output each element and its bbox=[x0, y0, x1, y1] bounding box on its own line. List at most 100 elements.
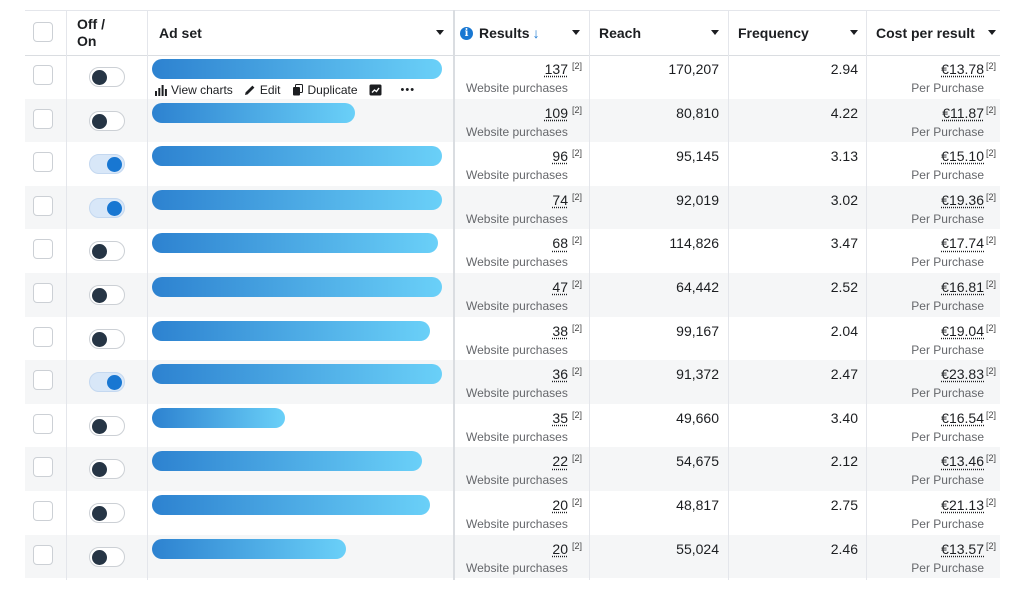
results-value[interactable]: 20 bbox=[552, 497, 568, 513]
cost-per-result-value[interactable]: €17.74 bbox=[941, 235, 984, 252]
results-value[interactable]: 47 bbox=[552, 279, 568, 295]
edit-link[interactable]: Edit bbox=[244, 83, 281, 97]
cost-footnote: [2] bbox=[986, 540, 997, 551]
row-checkbox[interactable] bbox=[33, 195, 53, 216]
results-value[interactable]: 137 bbox=[544, 61, 568, 77]
ad-set-name-redacted[interactable] bbox=[152, 320, 430, 341]
insights-button[interactable] bbox=[369, 84, 386, 96]
reach-chevron-down-icon[interactable] bbox=[711, 30, 719, 35]
info-icon[interactable]: i bbox=[460, 26, 473, 40]
cost-chevron-down-icon[interactable] bbox=[988, 30, 996, 35]
table-row[interactable]: 36 [2] Website purchases 91,372 2.47 €23.83 [2… bbox=[25, 360, 1000, 404]
ad-set-name-redacted[interactable] bbox=[152, 495, 430, 515]
cost-per-result-value[interactable]: €16.81 bbox=[941, 279, 984, 295]
row-checkbox[interactable] bbox=[33, 544, 53, 565]
ad-set-name-redacted[interactable] bbox=[152, 364, 442, 385]
table-row[interactable]: 96 [2] Website purchases 95,145 3.13 €15.10 [2… bbox=[25, 142, 1000, 186]
table-row[interactable]: 38 [2] Website purchases 99,167 2.04 €19.04 [2… bbox=[25, 317, 1000, 361]
ad-set-name-redacted[interactable] bbox=[152, 189, 442, 210]
ad-set-name-redacted[interactable] bbox=[152, 233, 438, 254]
table-row[interactable]: 109 [2] Website purchases 80,810 4.22 €11.87[… bbox=[25, 98, 1000, 143]
ad-set-name-redacted[interactable] bbox=[152, 59, 442, 79]
more-options-icon[interactable]: ••• bbox=[400, 84, 416, 96]
row-checkbox[interactable] bbox=[33, 152, 53, 173]
ad-set-toggle[interactable] bbox=[89, 285, 125, 305]
ad-set-toggle[interactable] bbox=[89, 241, 125, 262]
column-divider[interactable] bbox=[453, 10, 455, 580]
results-value[interactable]: 68 bbox=[552, 235, 568, 252]
cost-per-result-value[interactable]: €13.46 bbox=[941, 453, 984, 470]
sort-descending-icon[interactable]: ↓ bbox=[532, 25, 540, 41]
row-checkbox[interactable] bbox=[33, 370, 53, 391]
cost-per-result-value[interactable]: €15.10 bbox=[941, 148, 984, 165]
results-value[interactable]: 22 bbox=[552, 453, 568, 470]
cost-per-result-value[interactable]: €19.36 bbox=[941, 191, 984, 208]
ad-set-toggle[interactable] bbox=[89, 328, 125, 349]
frequency-value: 2.47 bbox=[830, 366, 858, 383]
column-header-reach[interactable]: Reach bbox=[599, 11, 719, 55]
ad-set-name-redacted[interactable] bbox=[152, 451, 422, 472]
results-value[interactable]: 35 bbox=[552, 409, 568, 426]
select-all-checkbox[interactable] bbox=[33, 22, 53, 42]
cost-per-result-value[interactable]: €13.78 bbox=[941, 61, 984, 77]
cost-per-result-value[interactable]: €16.54 bbox=[941, 409, 984, 426]
ad-set-name-redacted[interactable] bbox=[152, 277, 442, 297]
row-checkbox[interactable] bbox=[33, 65, 53, 85]
row-checkbox[interactable] bbox=[33, 239, 53, 260]
table-row[interactable]: 20 [2] Website purchases 55,024 2.46 €13.57 [2… bbox=[25, 534, 1000, 579]
frequency-chevron-down-icon[interactable] bbox=[850, 30, 858, 35]
results-value[interactable]: 36 bbox=[552, 366, 568, 383]
column-header-cost-per-result[interactable]: Cost per result bbox=[876, 11, 996, 55]
row-checkbox[interactable] bbox=[33, 413, 53, 434]
results-chevron-down-icon[interactable] bbox=[572, 30, 580, 35]
ad-set-toggle[interactable] bbox=[89, 503, 125, 523]
column-header-results[interactable]: i Results ↓ bbox=[460, 11, 590, 55]
row-checkbox[interactable] bbox=[33, 108, 53, 129]
duplicate-link[interactable]: Duplicate bbox=[292, 83, 358, 97]
table-row[interactable]: 35 [2] Website purchases 49,660 3.40 €16.54 [2… bbox=[25, 404, 1000, 448]
results-value[interactable]: 96 bbox=[552, 148, 568, 165]
ad-set-toggle[interactable] bbox=[89, 372, 125, 393]
row-checkbox[interactable] bbox=[33, 457, 53, 478]
table-row[interactable]: 68 [2] Website purchases 114,826 3.47 €17.74[… bbox=[25, 229, 1000, 273]
table-row[interactable]: View charts Edit Duplicate ••• 137 [2] Website… bbox=[25, 55, 1000, 99]
ad-set-toggle[interactable] bbox=[89, 154, 125, 175]
ad-set-chevron-down-icon[interactable] bbox=[436, 30, 444, 35]
ad-set-toggle[interactable] bbox=[89, 110, 125, 131]
ad-set-toggle[interactable] bbox=[89, 459, 125, 480]
table-row[interactable]: 47 [2] Website purchases 64,442 2.52 €16.81 [2… bbox=[25, 273, 1000, 317]
results-footnote: [2] bbox=[572, 104, 583, 115]
cost-per-result-value[interactable]: €21.13 bbox=[941, 497, 984, 513]
column-header-ad-set[interactable]: Ad set bbox=[159, 11, 449, 55]
row-checkbox[interactable] bbox=[33, 326, 53, 347]
column-header-toggle[interactable]: Off / On bbox=[77, 11, 147, 55]
ad-set-name-redacted[interactable] bbox=[152, 407, 285, 428]
cost-per-result-value[interactable]: €11.87 bbox=[942, 104, 984, 121]
cost-per-result-value[interactable]: €19.04 bbox=[941, 322, 984, 339]
ad-set-toggle[interactable] bbox=[89, 546, 125, 567]
ad-set-name-redacted[interactable] bbox=[152, 538, 346, 559]
column-header-frequency[interactable]: Frequency bbox=[738, 11, 858, 55]
results-value[interactable]: 38 bbox=[552, 322, 568, 339]
results-value[interactable]: 109 bbox=[544, 104, 568, 121]
ad-set-name-redacted[interactable] bbox=[152, 146, 442, 167]
results-value[interactable]: 74 bbox=[552, 191, 568, 208]
bar-chart-icon bbox=[155, 84, 167, 96]
cost-per-result-value[interactable]: €23.83 bbox=[941, 366, 984, 383]
ad-set-toggle[interactable] bbox=[89, 415, 125, 436]
view-charts-link[interactable]: View charts bbox=[155, 83, 233, 97]
cost-label: Per Purchase bbox=[911, 81, 984, 95]
toggle-knob bbox=[92, 462, 107, 478]
table-row[interactable]: 20 [2] Website purchases 48,817 2.75 €21.13 [2… bbox=[25, 491, 1000, 535]
row-checkbox[interactable] bbox=[33, 501, 53, 521]
table-row[interactable]: 22 [2] Website purchases 54,675 2.12 €13.46 [2… bbox=[25, 447, 1000, 491]
cost-per-result-value[interactable]: €13.57 bbox=[941, 540, 984, 557]
ad-set-toggle[interactable] bbox=[89, 197, 125, 218]
table-row[interactable]: 74 [2] Website purchases 92,019 3.02 €19.36 [2… bbox=[25, 185, 1000, 230]
frequency-value: 3.47 bbox=[830, 235, 858, 252]
ad-set-toggle[interactable] bbox=[89, 67, 125, 87]
cost-footnote: [2] bbox=[986, 104, 997, 115]
ad-set-name-redacted[interactable] bbox=[152, 102, 355, 123]
row-checkbox[interactable] bbox=[33, 283, 53, 303]
results-value[interactable]: 20 bbox=[552, 540, 568, 557]
